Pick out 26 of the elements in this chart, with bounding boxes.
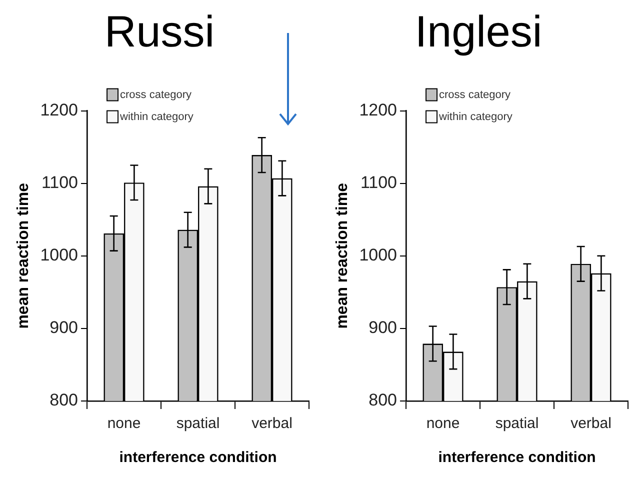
y-tick-label: 900 — [368, 318, 398, 338]
x-tick-label: verbal — [252, 415, 292, 432]
x-tick-label: verbal — [570, 415, 612, 432]
y-tick-label: 800 — [50, 390, 78, 410]
y-tick-label: 1200 — [359, 100, 398, 120]
y-tick-label: 1100 — [360, 173, 398, 192]
y-tick-label: 1100 — [41, 173, 78, 192]
x-tick-label: none — [426, 415, 460, 432]
x-axis-title: interference condition — [119, 449, 277, 466]
x-axis-title: interference condition — [438, 449, 596, 466]
x-tick-label: none — [107, 415, 141, 432]
chart-title: Inglesi — [414, 8, 542, 57]
legend-label: cross category — [120, 88, 192, 101]
y-tick-label: 1000 — [359, 246, 398, 265]
legend-label: within category — [438, 110, 513, 123]
x-tick-label: spatial — [176, 415, 220, 432]
x-tick-label: spatial — [495, 415, 539, 432]
legend-label: within category — [119, 110, 194, 123]
legend-label: cross category — [439, 88, 512, 101]
y-axis-title: mean reaction time — [15, 182, 32, 329]
y-axis-title: mean reaction time — [334, 182, 352, 329]
chart-title: Russi — [104, 8, 215, 57]
y-tick-label: 800 — [368, 390, 398, 410]
y-tick-label: 900 — [50, 318, 78, 338]
y-tick-label: 1000 — [40, 246, 78, 265]
y-tick-label: 1200 — [40, 100, 78, 120]
